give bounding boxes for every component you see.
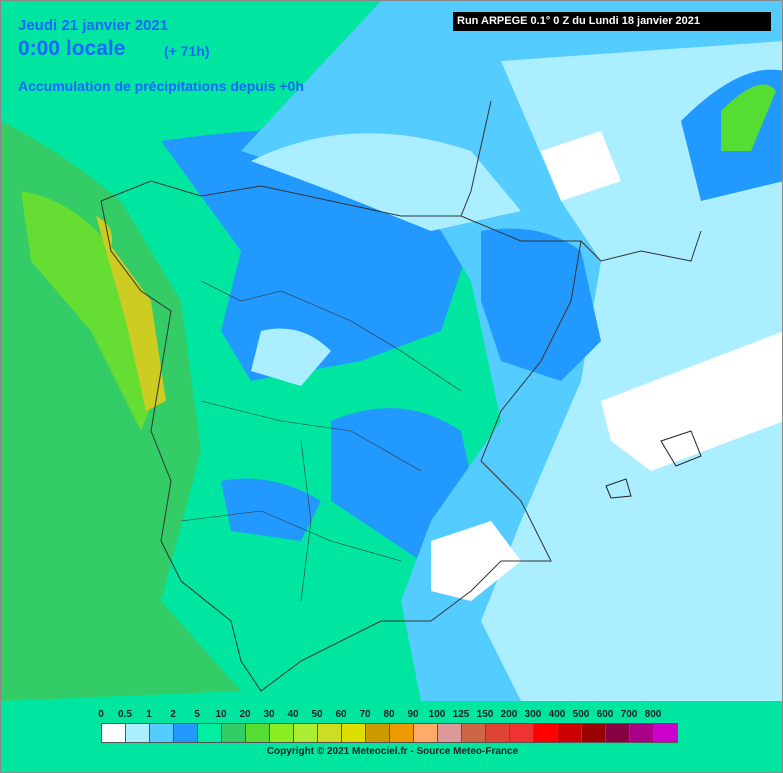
precip-zone — [431, 521, 521, 601]
precip-zone — [251, 328, 331, 386]
legend-swatch — [293, 723, 318, 743]
legend-label: 90 — [407, 709, 419, 720]
legend-label: 100 — [428, 709, 446, 720]
legend-swatch — [557, 723, 582, 743]
legend-swatch — [149, 723, 174, 743]
legend-label: 600 — [596, 709, 614, 720]
legend-label: 70 — [359, 709, 371, 720]
precip-zone — [601, 331, 782, 471]
legend-label: 60 — [335, 709, 347, 720]
island — [605, 430, 702, 499]
legend-swatch — [653, 723, 678, 743]
legend-swatch — [341, 723, 366, 743]
legend-label: 400 — [548, 709, 566, 720]
legend-label: 10 — [215, 709, 227, 720]
precip-zone — [251, 133, 521, 231]
legend-label: 0 — [98, 709, 104, 720]
legend-swatch — [629, 723, 654, 743]
precip-zone — [481, 228, 601, 381]
copyright: Copyright © 2021 Meteociel.fr - Source M… — [266, 746, 519, 757]
legend-swatch — [269, 723, 294, 743]
legend-label: 150 — [476, 709, 494, 720]
legend-label: 30 — [263, 709, 275, 720]
legend-swatch — [413, 723, 438, 743]
subtitle: Accumulation de précipitations depuis +0… — [18, 78, 304, 94]
legend-swatch — [101, 723, 126, 743]
legend-label: 40 — [287, 709, 299, 720]
time: 0:00 locale — [18, 37, 126, 60]
legend-swatch — [533, 723, 558, 743]
precip-zone — [481, 41, 782, 701]
legend-label: 500 — [572, 709, 590, 720]
legend-swatch — [509, 723, 534, 743]
legend-swatch — [461, 723, 486, 743]
legend-swatch — [437, 723, 462, 743]
precip-zone — [96, 216, 166, 411]
legend-swatch — [221, 723, 246, 743]
offset: (+ 71h) — [164, 43, 210, 59]
border — [180, 280, 462, 602]
legend-label: 0.5 — [118, 709, 132, 720]
precip-zone — [721, 84, 776, 151]
legend-swatch — [485, 723, 510, 743]
legend-label: 300 — [524, 709, 542, 720]
legend-swatch — [365, 723, 390, 743]
legend-label: 5 — [194, 709, 200, 720]
legend-label: 2 — [170, 709, 176, 720]
legend-label: 20 — [239, 709, 251, 720]
date: Jeudi 21 janvier 2021 — [18, 17, 169, 34]
precip-zone — [221, 478, 321, 541]
legend-label: 700 — [620, 709, 638, 720]
legend-label: 50 — [311, 709, 323, 720]
legend-swatch — [197, 723, 222, 743]
legend-swatch — [317, 723, 342, 743]
run-info: Run ARPEGE 0.1° 0 Z du Lundi 18 janvier … — [453, 12, 771, 31]
legend-swatch — [581, 723, 606, 743]
legend-label: 125 — [452, 709, 470, 720]
color-legend: Copyright © 2021 Meteociel.fr - Source M… — [1, 701, 782, 771]
legend-swatch — [125, 723, 150, 743]
legend-label: 80 — [383, 709, 395, 720]
legend-swatch — [605, 723, 630, 743]
legend-swatch — [173, 723, 198, 743]
legend-swatch — [245, 723, 270, 743]
legend-label: 1 — [146, 709, 152, 720]
legend-swatch — [389, 723, 414, 743]
legend-label: 200 — [500, 709, 518, 720]
legend-label: 800 — [644, 709, 662, 720]
coastline — [100, 100, 702, 692]
precip-zone — [21, 191, 161, 431]
precip-zone — [541, 131, 621, 201]
